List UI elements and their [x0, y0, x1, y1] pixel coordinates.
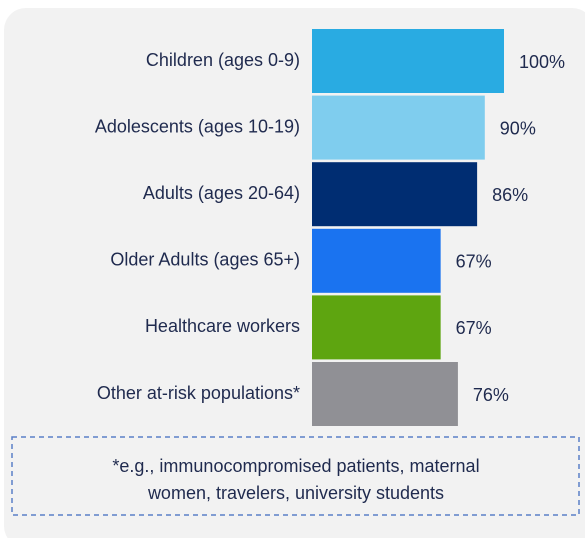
value-label: 76% [473, 385, 509, 405]
category-label: Children (ages 0-9) [146, 50, 300, 70]
category-label: Adolescents (ages 10-19) [95, 116, 300, 136]
value-label: 67% [456, 252, 492, 272]
category-label: Older Adults (ages 65+) [110, 250, 300, 270]
bar [312, 228, 441, 293]
note-line: *e.g., immunocompromised patients, mater… [112, 456, 479, 476]
bar [312, 362, 458, 426]
category-label: Other at-risk populations* [97, 383, 300, 403]
bar [312, 295, 441, 360]
category-label: Healthcare workers [145, 316, 300, 336]
value-label: 90% [500, 118, 536, 138]
category-label: Adults (ages 20-64) [143, 183, 300, 203]
note-line: women, travelers, university students [147, 483, 444, 503]
value-label: 67% [456, 318, 492, 338]
value-label: 86% [492, 185, 528, 205]
bar [312, 95, 485, 160]
value-label: 100% [519, 52, 565, 72]
bar [312, 29, 504, 93]
note-box [11, 436, 580, 516]
bar [312, 162, 478, 227]
